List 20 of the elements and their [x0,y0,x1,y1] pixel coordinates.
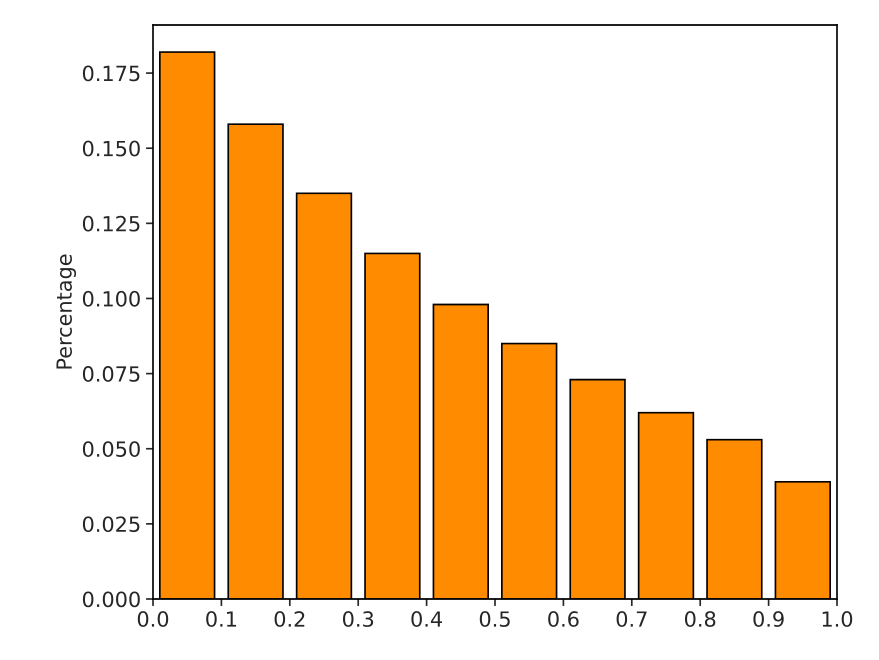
y-tick-label: 0.175 [82,66,140,82]
y-axis-title: Percentage [56,254,76,369]
x-tick-label: 0.8 [685,611,716,627]
y-tick-label: 0.075 [82,366,140,382]
x-tick-label: 0.6 [548,611,579,627]
y-tick-label: 0.025 [82,516,140,532]
x-tick-label: 0.9 [753,611,784,627]
y-tick-label: 0.050 [82,441,140,457]
x-tick-label: 0.0 [138,611,168,627]
x-tick-label: 0.1 [206,611,236,627]
x-tick-label: 1.0 [822,611,852,627]
x-tick-label: 0.4 [411,611,442,627]
y-tick-label: 0.100 [82,290,140,307]
y-tick-label: 0.150 [82,140,140,156]
y-tick-label: 0.000 [82,591,140,608]
x-tick-label: 0.3 [343,611,374,627]
y-tick-label: 0.125 [82,216,140,232]
x-tick-label: 0.2 [274,611,304,627]
x-tick-label: 0.7 [616,611,647,627]
x-tick-label: 0.5 [480,611,510,627]
